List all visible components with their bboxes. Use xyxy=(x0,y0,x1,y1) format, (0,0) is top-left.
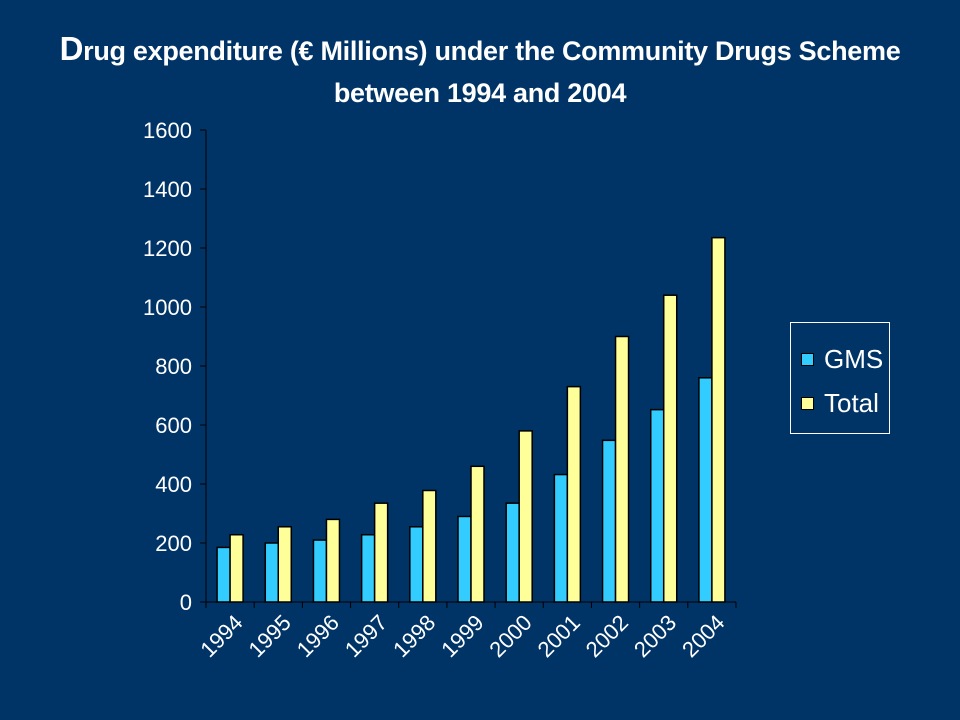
x-tick-label: 1999 xyxy=(436,610,488,662)
bar-gms-1997 xyxy=(360,533,376,603)
y-tick-label: 1000 xyxy=(143,295,192,320)
bar-gms-2002 xyxy=(601,439,617,603)
title-line-2: between 1994 and 2004 xyxy=(333,78,627,108)
legend-swatch-total xyxy=(801,396,814,410)
legend-label-gms: GMS xyxy=(824,343,884,374)
x-tick-label: 2004 xyxy=(677,610,729,662)
bar-total-2000 xyxy=(518,430,533,603)
y-tick-label: 1200 xyxy=(143,236,192,261)
y-tick-label: 1600 xyxy=(143,118,192,143)
bar-gms-1995 xyxy=(264,542,280,603)
bar-gms-1998 xyxy=(409,526,424,603)
title-line-1-text: rug expenditure (€ Millions) under the C… xyxy=(83,36,901,66)
bars xyxy=(216,236,726,603)
bar-total-1997 xyxy=(373,502,389,603)
x-tick-label: 2003 xyxy=(629,610,681,662)
legend: GMS Total xyxy=(790,322,890,434)
bar-gms-2001 xyxy=(553,473,569,603)
bar-total-1994 xyxy=(229,533,244,603)
bar-total-1995 xyxy=(277,526,293,603)
chart-title: Drug expenditure (€ Millions) under the … xyxy=(0,28,960,114)
y-tick-label: 0 xyxy=(180,590,192,615)
bar-total-2003 xyxy=(662,294,678,603)
x-tick-label: 2002 xyxy=(581,610,633,662)
legend-item-total: Total xyxy=(791,381,889,425)
x-tick-label: 1996 xyxy=(292,610,344,662)
y-tick-label: 200 xyxy=(155,531,192,556)
bar-gms-2003 xyxy=(649,408,665,603)
title-drop-cap: D xyxy=(59,30,84,67)
bar-total-1996 xyxy=(325,518,341,603)
legend-item-gms: GMS xyxy=(791,337,889,381)
bar-total-1998 xyxy=(422,489,437,603)
legend-label-total: Total xyxy=(824,387,879,418)
bar-gms-1994 xyxy=(216,546,231,603)
x-tick-label: 2001 xyxy=(533,610,585,662)
bar-total-2002 xyxy=(614,335,630,603)
bar-gms-2000 xyxy=(505,502,520,603)
x-tick-label: 1994 xyxy=(195,610,247,662)
legend-swatch-gms xyxy=(801,352,814,366)
y-tick-labels: 0 200 400 600 800 1000 1200 1400 1600 xyxy=(143,118,192,615)
bar-gms-1999 xyxy=(457,515,472,603)
title-line-1: Drug expenditure (€ Millions) under the … xyxy=(0,28,960,72)
y-tick-label: 800 xyxy=(155,354,192,379)
bar-total-2004 xyxy=(711,236,726,603)
x-tick-label: 1998 xyxy=(388,610,440,662)
bar-gms-2004 xyxy=(698,377,713,603)
x-tick-label: 1995 xyxy=(244,610,296,662)
bar-gms-1996 xyxy=(312,539,328,603)
y-tick-label: 1400 xyxy=(143,177,192,202)
y-tick-label: 400 xyxy=(155,472,192,497)
bar-total-1999 xyxy=(470,465,485,603)
x-tick-label: 1997 xyxy=(340,610,392,662)
bar-total-2001 xyxy=(566,385,582,603)
x-tick-labels: 1994199519961997199819992000200120022003… xyxy=(195,610,729,662)
x-tick-label: 2000 xyxy=(484,610,536,662)
y-tick-label: 600 xyxy=(155,413,192,438)
